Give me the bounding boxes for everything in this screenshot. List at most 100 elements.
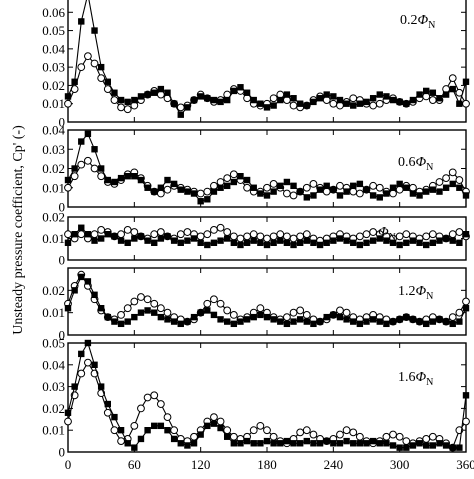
data-point-square bbox=[157, 184, 165, 191]
data-point-circle bbox=[210, 181, 218, 190]
data-point-square bbox=[111, 89, 118, 96]
data-point-circle bbox=[223, 306, 232, 315]
data-point-square bbox=[263, 192, 271, 199]
data-point-circle bbox=[448, 313, 457, 322]
data-point-circle bbox=[243, 232, 252, 241]
data-point-square bbox=[409, 237, 417, 244]
data-point-square bbox=[350, 102, 357, 109]
data-point-square bbox=[104, 78, 111, 85]
data-point-square bbox=[217, 424, 224, 432]
data-point-circle bbox=[269, 432, 278, 441]
data-point-circle bbox=[77, 369, 86, 378]
data-point-circle bbox=[223, 228, 232, 236]
data-point-circle bbox=[117, 103, 125, 112]
data-point-square bbox=[217, 98, 224, 106]
data-point-circle bbox=[428, 432, 437, 441]
data-point-circle bbox=[196, 189, 205, 198]
data-point-circle bbox=[84, 358, 92, 367]
data-point-square bbox=[217, 316, 224, 323]
data-point-square bbox=[124, 440, 131, 447]
data-point-square bbox=[131, 235, 138, 242]
data-point-square bbox=[403, 444, 410, 451]
data-point-square bbox=[197, 198, 204, 205]
panel-label-sub: N bbox=[428, 20, 435, 31]
data-point-circle bbox=[97, 226, 106, 234]
data-point-circle bbox=[269, 232, 278, 241]
data-point-circle bbox=[382, 432, 391, 441]
data-point-circle bbox=[84, 156, 92, 165]
data-point-circle bbox=[77, 63, 86, 72]
data-point-circle bbox=[156, 189, 165, 198]
data-point-circle bbox=[190, 432, 198, 441]
data-point-circle bbox=[362, 230, 371, 239]
data-point-square bbox=[137, 176, 145, 184]
data-point-square bbox=[131, 96, 138, 104]
data-point-square bbox=[277, 440, 284, 447]
data-point-square bbox=[243, 89, 251, 96]
data-point-square bbox=[78, 350, 85, 358]
data-point-circle bbox=[123, 304, 132, 313]
data-point-circle bbox=[296, 428, 305, 437]
data-point-square bbox=[237, 318, 244, 325]
data-point-square bbox=[190, 190, 198, 197]
data-point-square bbox=[343, 237, 350, 244]
data-point-square bbox=[243, 437, 251, 445]
data-point-circle bbox=[223, 174, 232, 183]
data-point-square bbox=[403, 100, 410, 107]
data-point-circle bbox=[150, 299, 159, 308]
data-point-circle bbox=[448, 168, 457, 177]
data-point-circle bbox=[349, 428, 358, 437]
data-point-square bbox=[336, 192, 344, 199]
data-point-square bbox=[91, 27, 98, 34]
data-point-square bbox=[197, 431, 204, 438]
data-point-square bbox=[270, 239, 277, 246]
panel-label-symbol: Φ bbox=[378, 225, 389, 240]
data-point-square bbox=[436, 188, 443, 195]
data-point-square bbox=[210, 96, 218, 104]
y-tick-label: 0 bbox=[59, 328, 66, 343]
data-point-circle bbox=[428, 230, 437, 239]
data-point-circle bbox=[64, 183, 72, 192]
data-point-square bbox=[164, 316, 171, 323]
data-point-square bbox=[310, 98, 317, 106]
data-point-square bbox=[356, 241, 364, 249]
data-point-square bbox=[164, 427, 171, 434]
data-point-circle bbox=[283, 232, 291, 241]
data-point-square bbox=[151, 309, 158, 316]
data-point-circle bbox=[309, 180, 318, 188]
data-point-circle bbox=[302, 230, 311, 239]
series-square-filled bbox=[64, 224, 470, 249]
data-point-square bbox=[137, 435, 145, 443]
data-point-square bbox=[296, 239, 304, 246]
data-point-square bbox=[290, 182, 297, 190]
data-point-circle bbox=[110, 96, 119, 104]
data-point-square bbox=[316, 318, 324, 325]
data-point-square bbox=[104, 400, 111, 408]
data-point-circle bbox=[355, 432, 364, 441]
data-point-square bbox=[423, 188, 430, 195]
x-tick-label: 180 bbox=[257, 457, 277, 472]
data-point-square bbox=[184, 104, 191, 111]
y-tick-label: 0 bbox=[59, 253, 66, 268]
data-point-square bbox=[204, 196, 211, 203]
data-point-circle bbox=[150, 391, 159, 400]
data-point-square bbox=[97, 63, 105, 71]
data-point-circle bbox=[90, 164, 99, 173]
data-point-square bbox=[104, 176, 111, 184]
data-point-circle bbox=[269, 94, 278, 103]
data-point-square bbox=[197, 239, 204, 246]
data-point-square bbox=[263, 241, 271, 249]
data-point-square bbox=[71, 287, 78, 294]
data-point-circle bbox=[289, 101, 298, 110]
data-point-circle bbox=[117, 437, 125, 446]
data-point-circle bbox=[229, 170, 238, 179]
data-point-circle bbox=[203, 230, 212, 239]
panel-1: 0 0.01 0.02 0.03 0.04 0.05 0.06 0.2ΦN bbox=[42, 0, 470, 130]
data-point-square bbox=[91, 361, 98, 368]
y-tick-label: 0 bbox=[59, 445, 66, 460]
data-point-square bbox=[250, 237, 257, 244]
y-tick-label: 0.01 bbox=[42, 423, 65, 438]
data-point-square bbox=[210, 188, 218, 195]
data-point-circle bbox=[216, 223, 225, 232]
data-point-circle bbox=[84, 52, 92, 61]
